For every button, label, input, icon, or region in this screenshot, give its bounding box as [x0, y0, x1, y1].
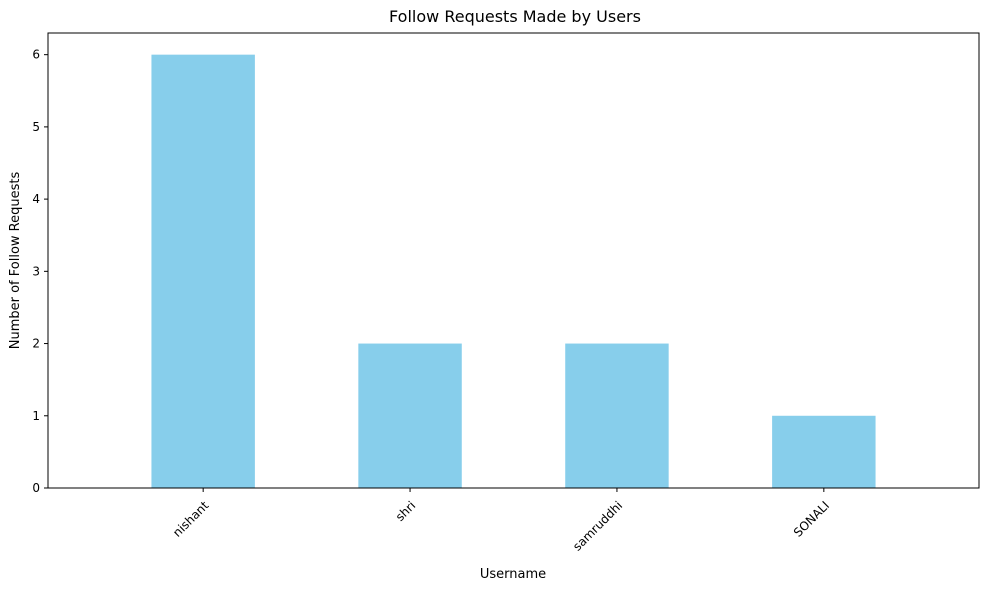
chart-title: Follow Requests Made by Users [389, 7, 641, 26]
y-axis-label: Number of Follow Requests [8, 172, 23, 350]
bar-samruddhi [565, 343, 669, 488]
bars-group [151, 54, 876, 489]
y-tick-label: 5 [32, 120, 40, 134]
x-axis-label: Username [480, 567, 546, 582]
y-tick-label: 6 [32, 48, 40, 62]
y-tick-label: 3 [32, 264, 40, 278]
bar-nishant [151, 54, 255, 489]
plot-frame [47, 32, 980, 489]
y-tick-label: 4 [32, 192, 40, 206]
y-tick-label: 2 [32, 337, 40, 351]
bar-shri [358, 343, 462, 488]
y-tick-label: 1 [32, 409, 40, 423]
bar-sonali [772, 415, 876, 488]
y-axis: 0 1 2 3 4 5 6 [32, 48, 48, 495]
y-tick-label: 0 [32, 481, 40, 495]
